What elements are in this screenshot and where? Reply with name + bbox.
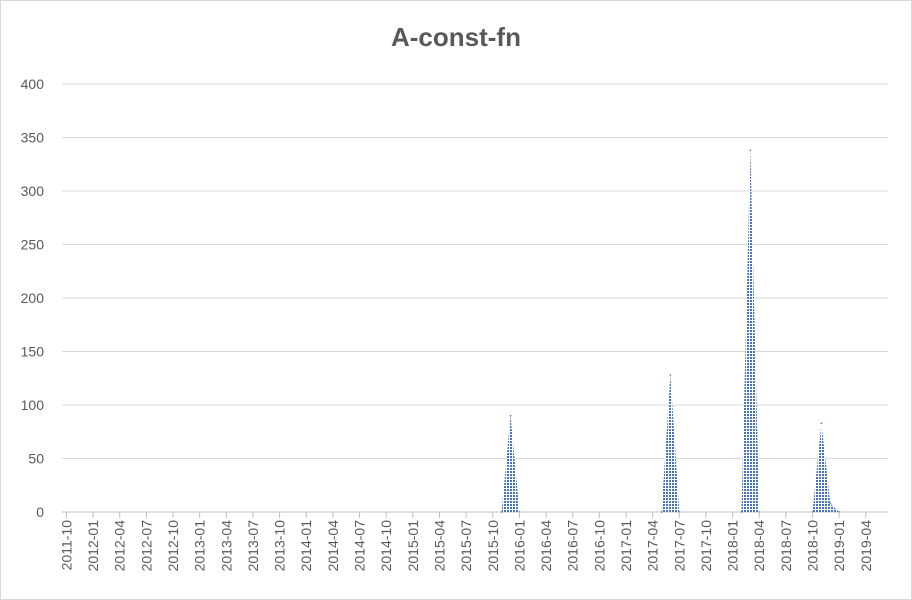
x-tick-label: 2015-07 — [458, 520, 474, 572]
y-tick-label: 50 — [28, 451, 44, 467]
x-tick-label: 2012-04 — [112, 520, 128, 572]
x-tick-label: 2018-04 — [751, 520, 767, 572]
x-tick-label: 2018-10 — [805, 520, 821, 572]
data-point — [500, 511, 503, 513]
x-tick-label: 2017-10 — [698, 520, 714, 572]
data-point — [829, 502, 832, 505]
y-tick-label: 300 — [21, 183, 45, 199]
x-tick-label: 2013-01 — [192, 520, 208, 572]
data-point — [669, 374, 672, 376]
x-tick-label: 2017-01 — [618, 520, 634, 572]
x-tick-label: 2014-01 — [298, 520, 314, 572]
x-tick-label: 2011-10 — [58, 520, 74, 571]
x-tick-label: 2016-07 — [565, 520, 581, 572]
chart-title: A-const-fn — [391, 22, 521, 52]
x-tick-label: 2018-01 — [725, 520, 741, 572]
x-tick-label: 2012-10 — [165, 520, 181, 572]
x-tick-label: 2019-01 — [831, 520, 847, 572]
x-tick-label: 2013-07 — [245, 520, 261, 572]
x-tick-label: 2015-04 — [431, 520, 447, 572]
x-tick-label: 2012-07 — [138, 520, 154, 572]
x-tick-label: 2019-04 — [858, 520, 874, 572]
y-tick-label: 200 — [21, 290, 45, 306]
x-tick-label: 2016-01 — [511, 520, 527, 572]
y-tick-label: 400 — [21, 76, 45, 92]
data-point — [660, 511, 663, 513]
data-point — [509, 414, 512, 417]
x-tick-label: 2014-07 — [352, 520, 368, 572]
y-tick-label: 150 — [21, 344, 45, 360]
data-point — [749, 149, 752, 152]
x-tick-label: 2018-07 — [778, 520, 794, 572]
x-tick-label: 2015-01 — [405, 520, 421, 572]
data-point — [820, 422, 823, 424]
y-tick-label: 100 — [21, 397, 45, 413]
x-tick-label: 2013-10 — [272, 520, 288, 572]
x-tick-label: 2016-10 — [591, 520, 607, 572]
y-tick-label: 0 — [36, 504, 44, 520]
y-tick-label: 350 — [21, 130, 45, 146]
x-tick-label: 2017-04 — [645, 520, 661, 572]
x-tick-label: 2014-10 — [378, 520, 394, 572]
x-tick-label: 2015-10 — [485, 520, 501, 572]
data-point — [740, 511, 743, 513]
area-series — [501, 150, 840, 512]
x-tick-label: 2014-04 — [325, 520, 341, 572]
x-tick-label: 2017-07 — [671, 520, 687, 572]
x-tick-label: 2012-01 — [85, 520, 101, 572]
y-tick-label: 250 — [21, 237, 45, 253]
x-tick-label: 2013-04 — [218, 520, 234, 572]
x-tick-label: 2016-04 — [538, 520, 554, 572]
